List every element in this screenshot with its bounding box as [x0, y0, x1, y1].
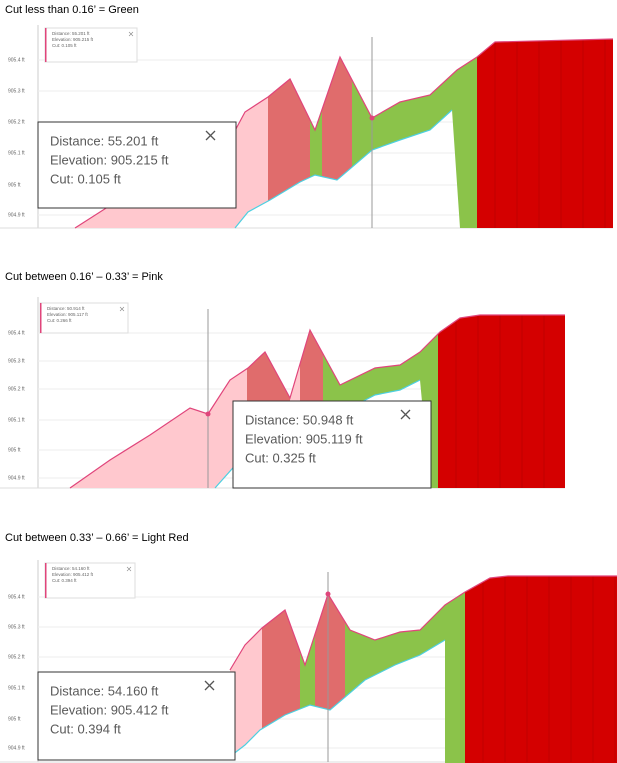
y-tick-label: 905.4 ft [8, 330, 25, 336]
large-tooltip-text: Distance: 54.160 ft [50, 683, 159, 698]
small-tooltip-text: Cut: 0.266 ft [47, 318, 72, 323]
cursor-dot [369, 115, 375, 121]
large-tooltip-text: Cut: 0.105 ft [50, 171, 121, 186]
y-tick-label: 905.3 ft [8, 358, 25, 364]
small-tooltip-text: Elevation: 905.215 ft [52, 37, 94, 42]
close-button[interactable] [204, 680, 215, 691]
y-tick-label: 904.9 ft [8, 212, 25, 218]
y-tick-label: 905.2 ft [8, 654, 25, 660]
cut-band [438, 315, 565, 488]
cursor-dot [205, 411, 211, 417]
small-tooltip-text: Distance: 54.160 ft [52, 566, 90, 571]
panel-heading: Cut less than 0.16’ = Green [5, 4, 139, 16]
large-tooltip [37, 121, 237, 209]
large-tooltip-text: Elevation: 905.215 ft [50, 152, 169, 167]
cut-band [465, 576, 617, 763]
chart-panel: Cut between 0.33’ – 0.66’ = Light Red 905… [0, 532, 617, 763]
y-tick-label: 905.1 ft [8, 685, 25, 691]
small-tooltip-text: Cut: 0.105 ft [52, 43, 77, 48]
small-tooltip-text: Elevation: 905.117 ft [47, 312, 88, 317]
large-tooltip-text: Elevation: 905.119 ft [245, 431, 363, 446]
design-line [234, 109, 453, 229]
small-tooltip-text: Elevation: 905.412 ft [52, 572, 94, 577]
panel-heading: Cut between 0.16’ – 0.33’ = Pink [5, 271, 163, 283]
tooltip-accent [40, 303, 42, 333]
small-tooltip [44, 562, 136, 599]
close-button[interactable] [205, 130, 216, 141]
small-tooltip-text: Cut: 0.394 ft [52, 578, 77, 583]
large-tooltip [232, 400, 432, 489]
y-tick-label: 904.9 ft [8, 745, 25, 751]
surface-line [229, 575, 617, 671]
chart-panel: Cut less than 0.16’ = Green 905.4 ft 905.3… [0, 4, 614, 229]
cursor-dot [325, 591, 331, 597]
small-tooltip-text: Distance: 50.914 ft [47, 306, 85, 311]
large-tooltip-text: Cut: 0.394 ft [50, 721, 121, 736]
y-tick-label: 905.2 ft [8, 119, 25, 125]
small-tooltip-text: Distance: 55.201 ft [52, 31, 90, 36]
close-icon [126, 566, 132, 572]
y-tick-label: 905.4 ft [8, 594, 25, 600]
y-tick-label: 905.4 ft [8, 57, 25, 63]
close-icon [119, 306, 125, 312]
y-tick-label: 905.3 ft [8, 88, 25, 94]
y-tick-label: 905 ft [8, 716, 21, 722]
tooltip-accent [45, 28, 47, 62]
y-tick-label: 905.3 ft [8, 624, 25, 630]
cut-band [477, 39, 613, 228]
design-line [231, 639, 446, 756]
chart-panel: Cut between 0.16’ – 0.33’ = Pink 905.4 ft… [0, 271, 565, 489]
large-tooltip-text: Elevation: 905.412 ft [50, 702, 169, 717]
close-button[interactable] [400, 409, 411, 420]
y-tick-label: 905 ft [8, 447, 21, 453]
panel-heading: Cut between 0.33’ – 0.66’ = Light Red [5, 532, 189, 544]
y-tick-label: 905 ft [8, 182, 21, 188]
large-tooltip-text: Distance: 50.948 ft [245, 412, 354, 427]
small-tooltip [39, 302, 129, 334]
y-tick-label: 905.1 ft [8, 150, 25, 156]
surface-line [69, 314, 565, 489]
y-tick-label: 905.2 ft [8, 386, 25, 392]
large-tooltip-text: Cut: 0.325 ft [245, 450, 316, 465]
y-tick-label: 905.1 ft [8, 417, 25, 423]
close-icon [128, 31, 134, 37]
tooltip-accent [45, 563, 47, 598]
small-tooltip [44, 27, 138, 63]
large-tooltip-text: Distance: 55.201 ft [50, 133, 159, 148]
large-tooltip [37, 671, 236, 761]
y-tick-label: 904.9 ft [8, 475, 25, 481]
